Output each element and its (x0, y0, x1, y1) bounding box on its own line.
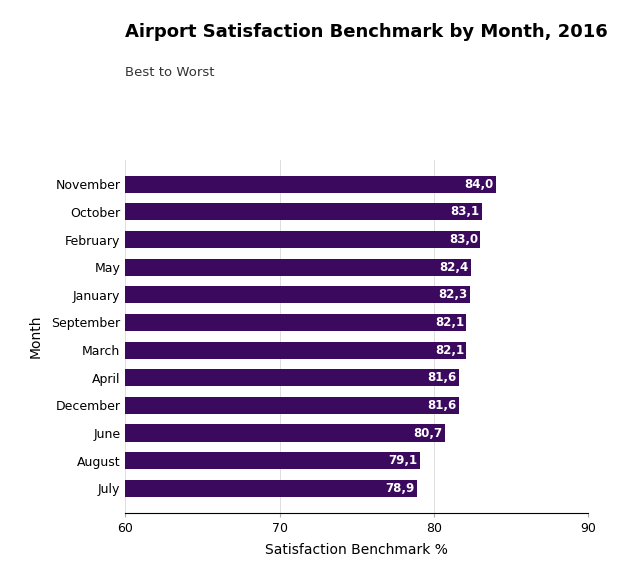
Bar (0, 176, 496, 193)
Bar (0, 203, 482, 221)
Text: Airport Satisfaction Benchmark by Month, 2016: Airport Satisfaction Benchmark by Month,… (125, 23, 608, 41)
Text: 84,0: 84,0 (464, 178, 493, 191)
Bar (0, 369, 459, 386)
Text: 78,9: 78,9 (386, 482, 414, 495)
Bar (0, 452, 420, 469)
Text: 80,7: 80,7 (413, 426, 443, 439)
Text: 82,1: 82,1 (435, 316, 464, 329)
Text: 83,0: 83,0 (449, 233, 478, 246)
Bar (0, 259, 471, 276)
Bar (0, 397, 459, 414)
Bar (0, 341, 466, 359)
Bar (0, 480, 417, 497)
Bar (0, 425, 445, 442)
Text: 79,1: 79,1 (389, 454, 418, 467)
X-axis label: Satisfaction Benchmark %: Satisfaction Benchmark % (265, 543, 448, 557)
Text: 81,6: 81,6 (427, 399, 456, 412)
Text: 81,6: 81,6 (427, 371, 456, 384)
Bar (0, 231, 480, 248)
Bar (0, 314, 466, 331)
Text: 83,1: 83,1 (451, 205, 480, 218)
Bar (0, 286, 470, 303)
Text: 82,3: 82,3 (438, 288, 467, 302)
Y-axis label: Month: Month (29, 315, 43, 358)
Text: Best to Worst: Best to Worst (125, 66, 215, 79)
Text: 82,4: 82,4 (439, 260, 469, 274)
Text: 82,1: 82,1 (435, 344, 464, 357)
